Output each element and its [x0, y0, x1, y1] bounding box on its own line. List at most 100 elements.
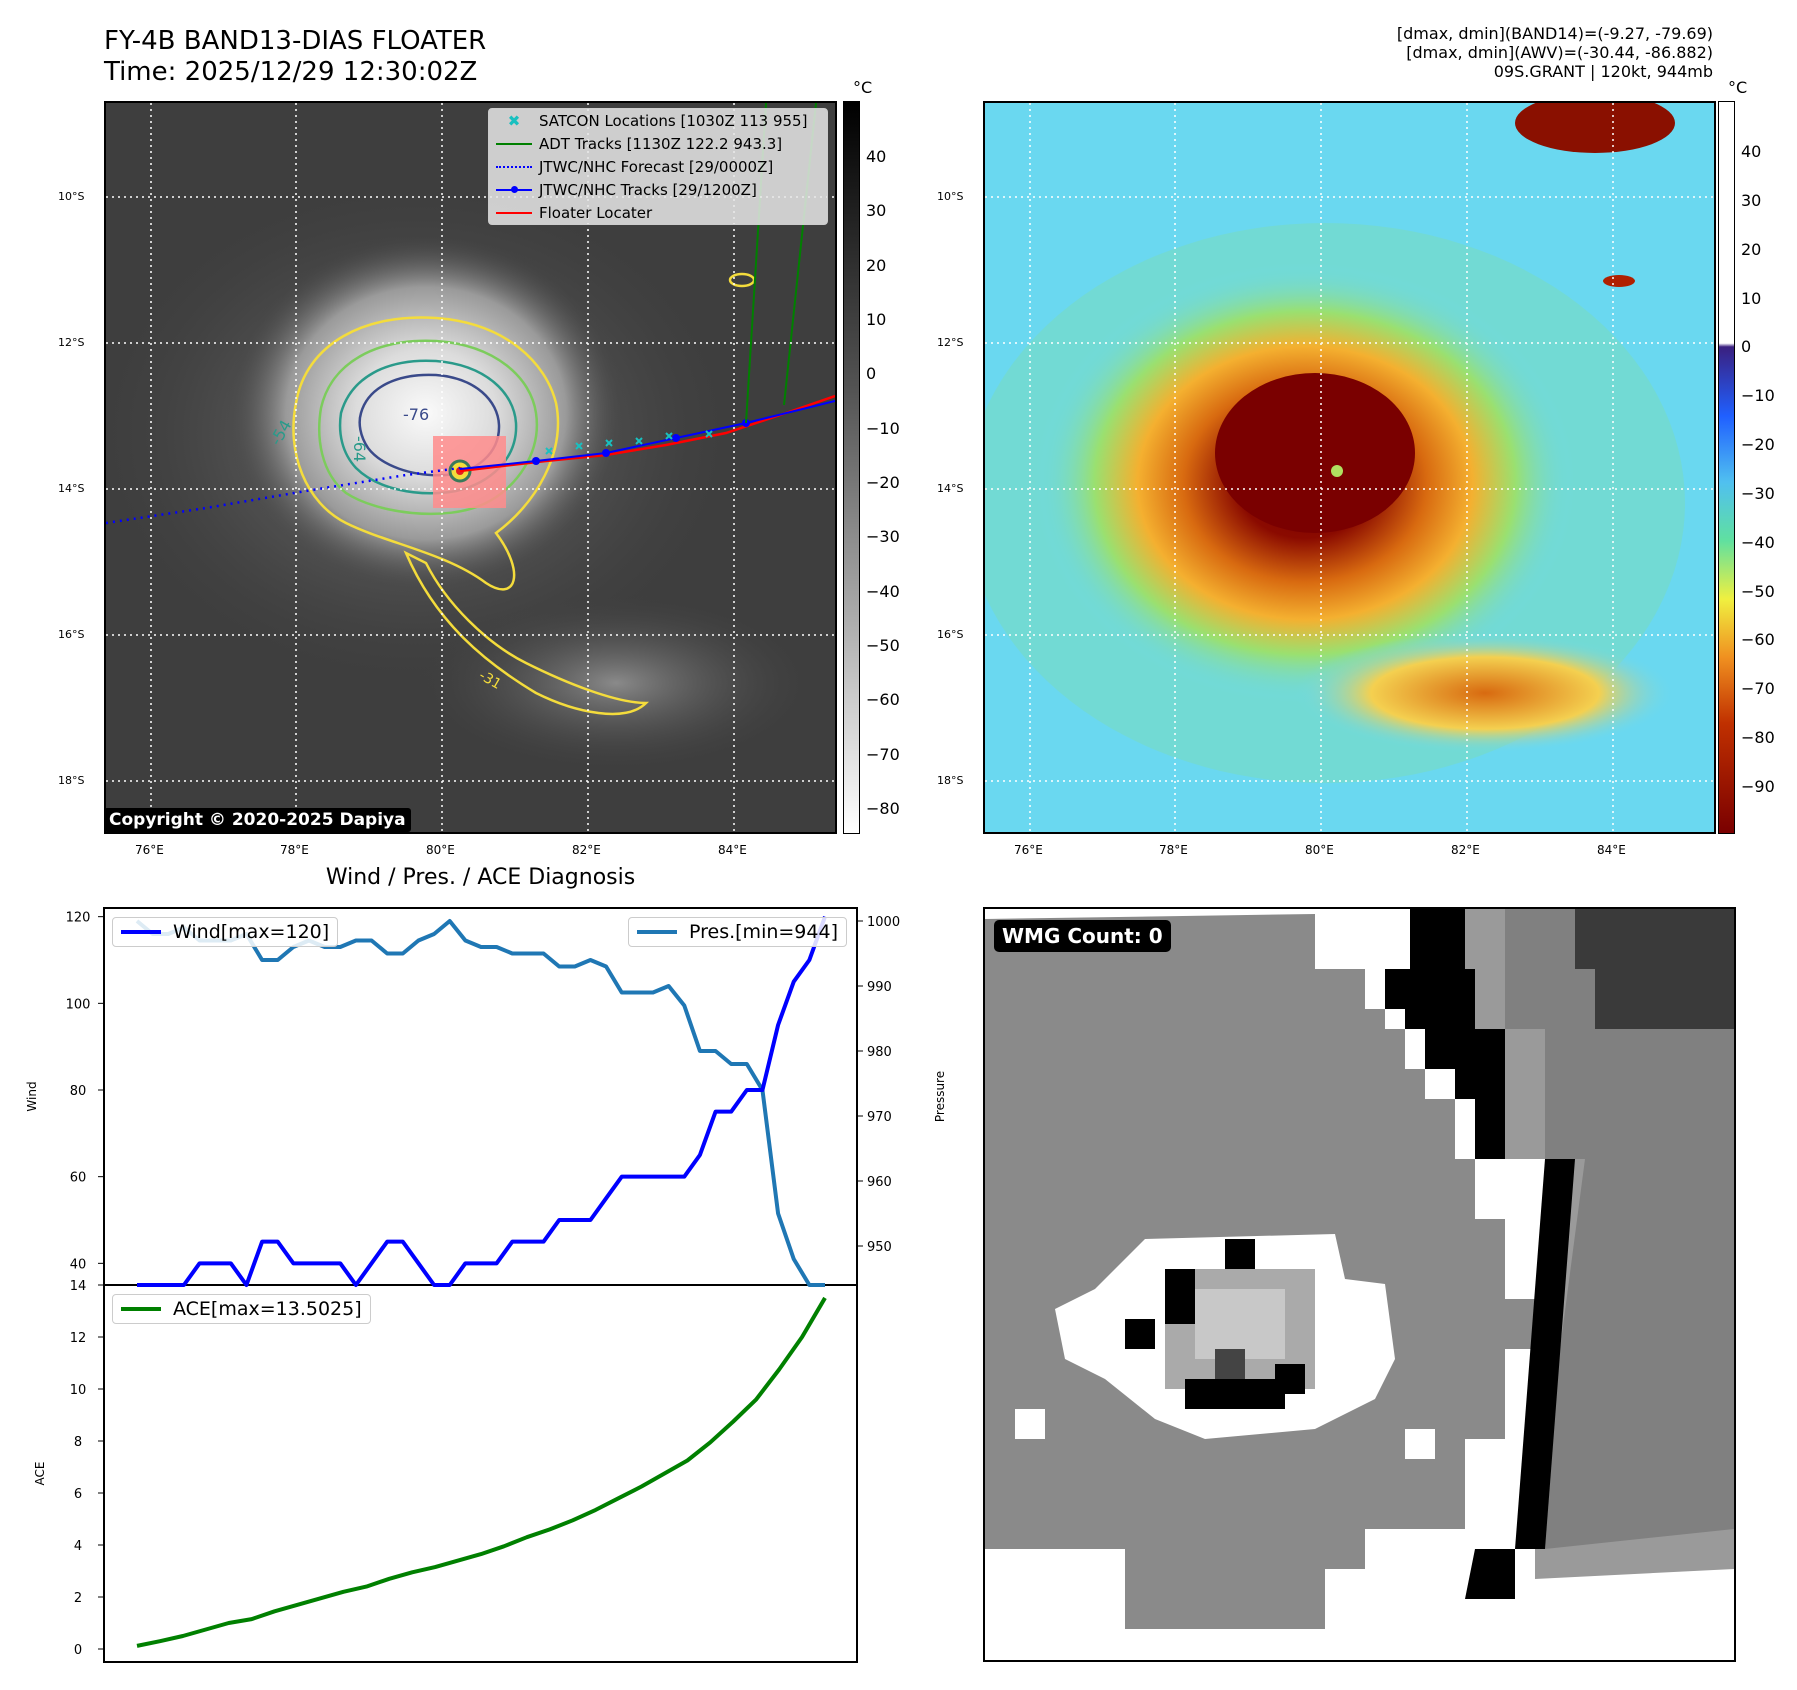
lat-label: 16°S [58, 628, 85, 641]
colorbar-tick-label: −20 [866, 473, 900, 492]
wmg-count-label: WMG Count: 0 [994, 920, 1171, 952]
y-tick-label: 120 [66, 911, 91, 926]
ace-legend: ACE[max=13.5025] [112, 1294, 371, 1324]
x-marker-icon: ✖ [507, 111, 521, 130]
y-tick-label-right: 950 [867, 1240, 892, 1255]
colorbar-tick-label: −10 [1741, 386, 1775, 406]
lat-label: 14°S [937, 482, 964, 495]
colorbar-tick-label: −70 [866, 744, 900, 764]
awv-map-panel[interactable] [983, 101, 1716, 834]
lat-label: 10°S [937, 190, 964, 203]
lon-label: 82°E [1451, 843, 1480, 857]
y-tick-label: 12 [70, 1331, 87, 1346]
line-icon [489, 211, 539, 214]
wmg-outer-gray [1505, 909, 1734, 1549]
colorbar-tick-label: 0 [866, 364, 877, 384]
colorbar-tick-label: −30 [866, 527, 900, 547]
ace-series-line [136, 1296, 827, 1648]
y-axis-label-right: Pressure [933, 1071, 947, 1122]
southern-band [1295, 633, 1675, 753]
southern-rainband [416, 593, 816, 773]
wmg-dark-corner [1575, 909, 1734, 1029]
map-gridlines [106, 103, 835, 832]
colorbar-tick-label: −40 [866, 581, 900, 601]
colorbar-awv [1718, 101, 1735, 834]
eye [1331, 465, 1343, 477]
y-tick-label: 14 [70, 1279, 87, 1294]
pressure-legend: Pres.[min=944] [628, 917, 847, 947]
contour-green [318, 339, 539, 516]
ace-axes-frame [103, 1284, 858, 1663]
wmg-white-pixel [1405, 1429, 1435, 1459]
wind-series-line [137, 915, 827, 1287]
eyewall [1215, 373, 1415, 533]
lon-label: 84°E [718, 843, 747, 857]
colorbar-tick-label: 20 [866, 255, 887, 275]
wmg-white-corner [985, 1549, 1125, 1660]
y-tick-label-right: 970 [867, 1110, 892, 1125]
lon-label: 76°E [135, 843, 164, 857]
jtwc-track-points [532, 419, 750, 465]
y-tick-label: 40 [70, 1257, 87, 1272]
line-icon [637, 930, 677, 934]
colorbar-tick-label: 30 [866, 201, 887, 221]
contour-yellow-band [403, 550, 650, 716]
colorbar-tick-label: 40 [1741, 142, 1762, 161]
diagnosis-title: Wind / Pres. / ACE Diagnosis [325, 865, 636, 890]
colorbar-tick-label: −60 [866, 690, 900, 710]
line-icon [121, 1307, 161, 1311]
contour-yellow [292, 316, 560, 591]
y-tick-label-right: 960 [867, 1175, 892, 1190]
y-tick-label-right: 990 [867, 980, 892, 995]
northeast-feature [1515, 103, 1675, 153]
colorbar-grayscale [843, 101, 860, 834]
legend-satcon: ✖ SATCON Locations [1030Z 113 955] [489, 109, 827, 132]
y-tick-label: 60 [70, 1171, 87, 1186]
colorbar-tick-label: −20 [1741, 435, 1775, 455]
satcon-markers [545, 430, 713, 455]
lon-label: 76°E [1014, 843, 1043, 857]
wmg-white-pixel [1015, 1409, 1045, 1439]
lon-label: 78°E [1159, 843, 1188, 857]
y-tick-label: 2 [74, 1591, 82, 1606]
y-axis-label: Wind [25, 1081, 39, 1111]
colorbar-tick-label: 10 [866, 310, 887, 329]
colorbar-tick-label: 10 [1741, 288, 1762, 308]
y-tick-label: 10 [70, 1383, 87, 1398]
wmg-panel[interactable] [983, 907, 1736, 1662]
ir-map-image: -54 -64 -76 -31 [106, 103, 835, 832]
jtwc-track-line [459, 400, 835, 470]
wmg-black-strip [1465, 1549, 1515, 1599]
wmg-black-strip [1515, 1159, 1575, 1549]
y-tick-label: 0 [74, 1643, 82, 1658]
copyright-label: Copyright © 2020-2025 Dapiya [104, 808, 411, 832]
y-tick-label-right: 980 [867, 1045, 892, 1060]
line-icon [489, 142, 539, 145]
lon-label: 82°E [572, 843, 601, 857]
chart-title: FY-4B BAND13-DIAS FLOATER Time: 2025/12/… [104, 26, 487, 87]
legend-jtwc-forecast: JTWC/NHC Forecast [29/0000Z] [489, 155, 827, 178]
contour-label: -64 [350, 436, 369, 462]
colorbar-tick-label: 40 [866, 147, 887, 166]
lat-label: 12°S [937, 336, 964, 349]
colorbar-tick-label: −60 [1741, 630, 1775, 650]
colorbar-tick-label: 0 [1741, 337, 1752, 357]
y-tick-label: 4 [74, 1539, 82, 1554]
lon-label: 80°E [1305, 843, 1334, 857]
lat-label: 14°S [58, 482, 85, 495]
storm-info: [dmax, dmin](BAND14)=(-9.27, -79.69) [dm… [1396, 24, 1713, 81]
colorbar-tick-label: 30 [1741, 190, 1762, 210]
lon-label: 78°E [280, 843, 309, 857]
wind-legend: Wind[max=120] [112, 917, 339, 947]
line-icon [121, 930, 161, 934]
colorbar-tick-label: −50 [866, 636, 900, 655]
colorbar-tick-label: −90 [1741, 777, 1775, 796]
y-tick-label: 8 [74, 1435, 82, 1450]
wmg-image [985, 909, 1734, 1660]
map-legend: ✖ SATCON Locations [1030Z 113 955] ADT Tr… [488, 108, 828, 225]
colorbar-unit: °C [1728, 78, 1748, 97]
legend-jtwc-tracks: JTWC/NHC Tracks [29/1200Z] [489, 178, 827, 201]
colorbar-tick-label: −30 [1741, 483, 1775, 503]
awv-map-image [985, 103, 1714, 832]
wmg-eye-pixels [1125, 1239, 1315, 1409]
